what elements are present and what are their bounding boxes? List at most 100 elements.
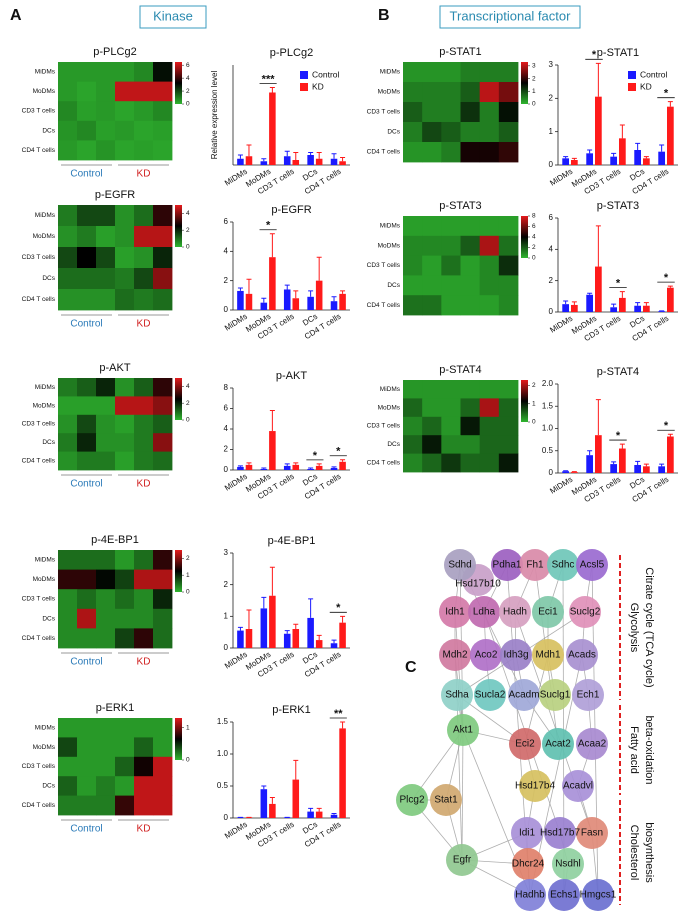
colorbar-label: 1 [186, 572, 190, 579]
error-bar [635, 302, 641, 306]
node-label: Acadvl [563, 781, 593, 792]
y-tick-label: 0 [549, 160, 554, 169]
row-label: CD3 T cells [367, 423, 401, 430]
bar [330, 301, 338, 310]
heatmap-title: p-ERK1 [96, 702, 135, 714]
heatmap-cell [441, 453, 461, 473]
heatmap-cell [58, 550, 78, 570]
error-bar [261, 596, 267, 609]
colorbar-label: 4 [186, 210, 190, 217]
heatmap-cell [58, 569, 78, 590]
bar [339, 622, 346, 648]
heatmap-cell [153, 268, 173, 290]
error-bar [308, 152, 314, 155]
heatmap-cell [479, 62, 500, 83]
y-tick-label: 0 [224, 465, 229, 474]
heatmap-cell [422, 295, 442, 316]
bar [643, 305, 650, 312]
heatmap-cell [460, 275, 481, 296]
heatmap-cell [422, 398, 442, 418]
heatmap-cell [58, 268, 78, 290]
heatmap-cell [441, 122, 461, 143]
bar [667, 436, 674, 473]
heatmap-title: p-PLCg2 [93, 46, 136, 58]
error-bar [643, 302, 649, 306]
row-label: MoDMs [33, 576, 56, 583]
row-label: CD4 T cells [22, 635, 56, 642]
node-label: Egfr [453, 855, 472, 866]
node [532, 596, 564, 628]
error-bar [595, 62, 601, 97]
heatmap-cell [422, 102, 442, 123]
error-bar [563, 156, 569, 159]
node-label: Idi1 [519, 828, 536, 839]
heatmap-cell [115, 433, 135, 452]
heatmap-cell [403, 275, 423, 296]
colorbar-label: 4 [186, 75, 190, 82]
y-tick-label: 6 [224, 217, 229, 226]
heatmap-cell [422, 216, 442, 237]
bar [610, 307, 617, 312]
colorbar-label: 4 [532, 234, 536, 241]
row-label: CD4 T cells [367, 302, 401, 309]
error-bar [595, 225, 601, 267]
heatmap-cell [58, 140, 78, 161]
error-bar [643, 156, 649, 159]
heatmap-cell [422, 255, 442, 276]
heatmap-cell [115, 589, 135, 610]
significance-label: ** [334, 708, 343, 720]
node-label: Echs1 [550, 890, 578, 901]
chart-title: p-AKT [276, 370, 307, 382]
error-bar [308, 807, 314, 812]
bar [667, 287, 674, 312]
heatmap-cell [479, 398, 500, 418]
colorbar-label: 2 [532, 382, 536, 389]
bar [260, 161, 268, 165]
heatmap-cell [58, 396, 78, 416]
heatmap-cell [58, 756, 78, 777]
heatmap-cell [422, 453, 442, 473]
y-tick-label: 0 [549, 468, 554, 477]
heatmap-cell [498, 142, 519, 163]
heatmap-cell [96, 628, 116, 649]
bar [245, 629, 253, 648]
heatmap-cell [77, 589, 97, 610]
heatmap-cell [441, 380, 461, 399]
node [582, 879, 614, 911]
heatmap-cell [134, 569, 154, 590]
heatmap-cell [479, 216, 500, 237]
heatmap-cell [77, 433, 97, 452]
heatmap-cell [134, 62, 154, 82]
node [474, 679, 506, 711]
heatmap-cell [441, 142, 461, 163]
bar [315, 640, 323, 648]
heatmap-cell [403, 122, 423, 143]
heatmap-cell [441, 235, 461, 256]
bar [339, 728, 346, 818]
error-bar [261, 785, 267, 790]
colorbar-label: 6 [186, 62, 190, 69]
heatmap-cell [153, 776, 173, 796]
node-label: Fasn [581, 828, 603, 839]
heatmap-cell [460, 62, 481, 83]
error-bar [331, 813, 337, 815]
error-bar [331, 466, 337, 468]
bar [595, 266, 602, 312]
significance-label: * [664, 420, 669, 432]
heatmap-cell [441, 82, 461, 103]
heatmap-cell [96, 378, 116, 397]
heatmap-cell [153, 140, 173, 161]
row-label: CD3 T cells [22, 108, 56, 115]
y-tick-label: 4 [224, 424, 229, 433]
heatmap-cell [115, 62, 135, 82]
heatmap-cell [153, 289, 173, 311]
row-label: MoDMs [378, 242, 401, 249]
node [512, 848, 544, 880]
chart-title: p-PLCg2 [270, 47, 313, 59]
node-label: Plcg2 [399, 795, 424, 806]
row-label: DCs [42, 127, 55, 134]
node [572, 679, 604, 711]
significance-label: * [336, 602, 341, 614]
node-label: Suclg2 [570, 607, 601, 618]
bar [562, 158, 569, 165]
